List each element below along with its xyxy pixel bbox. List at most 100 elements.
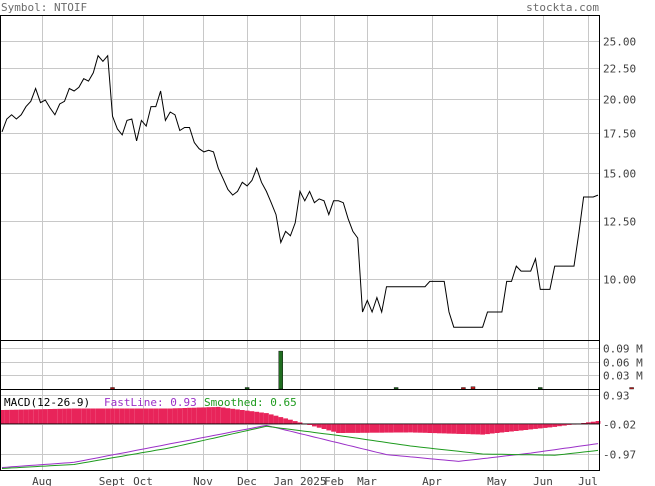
macd-histogram-bar (52, 408, 58, 424)
volume-tick-label: 0.03 M (603, 370, 643, 383)
macd-histogram-bar (9, 409, 14, 424)
macd-histogram-bar (552, 423, 558, 427)
macd-histogram-bar (23, 409, 29, 424)
macd-histogram-bar (57, 408, 63, 424)
price-tick-label: 25.00 (603, 36, 636, 49)
macd-histogram-bar (307, 423, 312, 425)
volume-bar (629, 387, 634, 390)
macd-histogram-bar (66, 408, 72, 424)
macd-histogram-bar (408, 423, 413, 433)
macd-histogram-bar (533, 423, 538, 429)
macd-histogram-bar (129, 408, 135, 424)
volume-tick-label: 0.06 M (603, 357, 643, 370)
macd-histogram-bar (489, 423, 495, 434)
macd-histogram-bar (437, 423, 442, 434)
macd-histogram-bar (523, 423, 529, 430)
volume-bar (461, 387, 466, 390)
macd-histogram-bar (220, 407, 226, 424)
macd-fastline (1, 424, 599, 468)
macd-histogram-bar (4, 409, 10, 424)
macd-histogram-bar (374, 423, 380, 433)
site-label: stockta.com (526, 1, 599, 14)
macd-histogram-bar (143, 408, 149, 424)
macd-histogram-bar (485, 423, 490, 435)
macd-fastline-label: FastLine: 0.93 (104, 396, 197, 409)
macd-histogram-bar (86, 408, 91, 424)
macd-histogram-bar (336, 423, 341, 433)
macd-histogram-bar (369, 423, 375, 433)
macd-histogram-bar (191, 407, 197, 424)
macd-histogram-bar (456, 423, 461, 434)
macd-histogram-bar (586, 422, 591, 424)
macd-histogram-bar (417, 423, 423, 433)
macd-histogram-bar (167, 408, 173, 424)
macd-histogram-bar (480, 423, 485, 435)
x-tick-label: Aug (32, 475, 52, 486)
price-tick-label: 20.00 (603, 94, 636, 107)
macd-histogram-bar (422, 423, 428, 433)
macd-histogram-bar (273, 415, 279, 424)
macd-histogram-bar (33, 409, 38, 424)
volume-bar (110, 387, 115, 390)
macd-histogram-bar (283, 418, 288, 424)
macd-histogram-bar (590, 421, 596, 424)
macd-histogram-bar (288, 419, 293, 424)
macd-histogram-bar (379, 423, 385, 433)
macd-histogram-bar (110, 408, 115, 424)
chart-lines (1, 54, 599, 469)
macd-histogram-bar (441, 423, 447, 434)
macd-histogram-bar (153, 408, 159, 424)
macd-histogram-bar (494, 423, 500, 433)
macd-histogram-bar (244, 410, 250, 424)
x-tick-label: Jul (578, 475, 598, 486)
macd-histogram-bar (268, 414, 274, 424)
macd-histogram-bar (470, 423, 476, 435)
macd-histogram-bar (95, 408, 101, 424)
macd-histogram-bar (225, 408, 231, 424)
macd-histogram-bar (211, 407, 216, 424)
macd-histogram-bar (413, 423, 418, 433)
macd-histogram-bar (249, 411, 255, 424)
macd-histogram-bar (105, 408, 111, 424)
macd-histogram-bar (90, 408, 96, 424)
macd-histogram-bar (451, 423, 457, 434)
macd-histogram-bar (264, 413, 269, 424)
macd-histogram-bar (18, 409, 24, 424)
macd-histogram-bar (403, 423, 409, 433)
macd-histogram-bar (196, 407, 202, 424)
macd-histogram-bar (28, 409, 34, 424)
macd-histogram-bar (62, 408, 67, 424)
macd-histogram-bar (566, 423, 572, 425)
macd-histogram-bar (172, 408, 178, 424)
macd-histogram-bar (254, 411, 260, 424)
macd-histogram-bar (321, 423, 327, 429)
macd-histogram-bar (360, 423, 365, 433)
macd-histogram-bar (316, 423, 322, 428)
price-tick-label: 15.00 (603, 168, 636, 181)
macd-histogram-bar (345, 423, 351, 433)
price-tick-label: 10.00 (603, 274, 636, 287)
symbol-label: Symbol: NTOIF (1, 1, 87, 14)
macd-smoothed-line (1, 425, 599, 469)
volume-bar (278, 350, 283, 390)
x-tick-label: Jun (533, 475, 553, 486)
x-tick-label: Apr (422, 475, 442, 486)
macd-histogram-bar (475, 423, 481, 435)
macd-histogram-bar (259, 412, 264, 424)
macd-histogram-bar (557, 423, 562, 427)
macd-histogram-bar (278, 417, 284, 424)
volume-bar (470, 386, 476, 390)
macd-histogram-bar (206, 407, 212, 424)
macd-histogram-bar (513, 423, 519, 431)
x-tick-label: Sept (99, 475, 126, 486)
macd-title: MACD(12-26-9) (4, 396, 90, 409)
macd-histogram-bar (562, 423, 567, 426)
macd-histogram-bar (427, 423, 433, 433)
macd-histogram-bar (312, 423, 317, 427)
volume-bar (538, 387, 543, 390)
macd-histogram-bar (384, 423, 389, 433)
macd-histogram-bar (331, 423, 336, 432)
